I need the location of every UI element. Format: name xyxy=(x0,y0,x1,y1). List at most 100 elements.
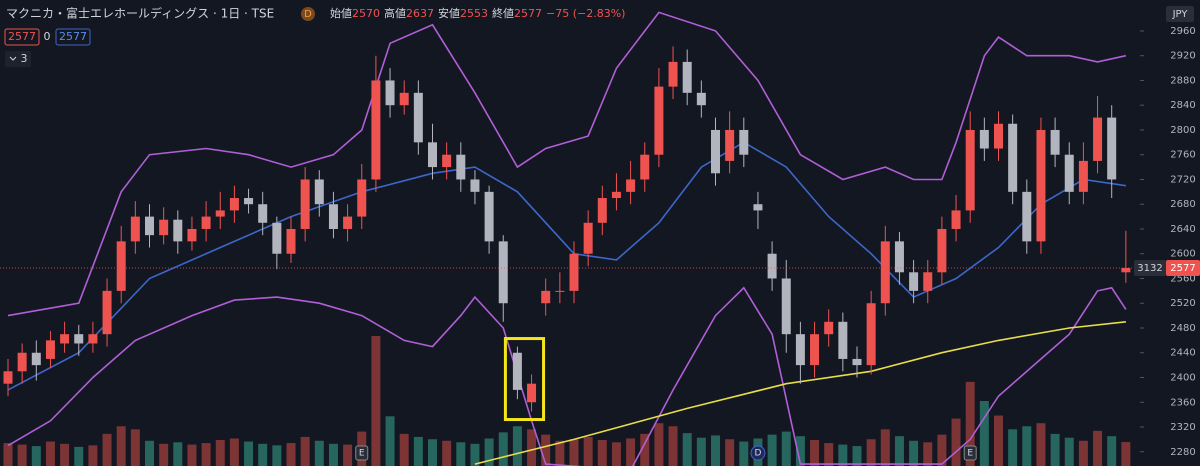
candle-body xyxy=(527,383,537,403)
volume-bar xyxy=(866,439,876,466)
volume-bar xyxy=(498,432,508,466)
volume-bar xyxy=(314,440,324,466)
event-marker xyxy=(963,445,977,461)
candle-body xyxy=(894,241,904,273)
volume-bar xyxy=(852,446,862,466)
ohlc: 始値2570 高値2637 安値2553 終値2577 −75 (−2.83%) xyxy=(330,6,625,20)
symbol[interactable]: マクニカ・富士エレホールディングス · 1日 · TSE xyxy=(6,6,274,21)
y-tick-label: 2960 xyxy=(1170,26,1195,37)
candle-body xyxy=(470,179,480,192)
candle-body xyxy=(187,228,197,242)
volume-bar xyxy=(626,438,636,466)
y-tick-label: 2560 xyxy=(1170,273,1195,284)
candle-body xyxy=(838,321,848,359)
volume-bar xyxy=(343,444,353,466)
change: −75 (−2.83%) xyxy=(546,7,625,20)
volume-bar xyxy=(173,442,183,466)
candle-body xyxy=(866,303,876,366)
lbl: 高値 xyxy=(384,6,406,20)
candle-body xyxy=(1121,267,1131,273)
currency-box[interactable] xyxy=(1166,6,1194,22)
candle-body xyxy=(371,80,381,180)
y-tick-label: 2760 xyxy=(1170,150,1195,161)
ind-value: 0 xyxy=(44,30,51,43)
volume-bar xyxy=(696,437,706,466)
candle-body xyxy=(300,179,310,229)
candle-body xyxy=(739,129,749,155)
val: 2570 xyxy=(352,7,380,20)
candle-body xyxy=(541,290,551,304)
candle-body xyxy=(258,204,268,223)
volume-bar xyxy=(795,436,805,466)
volume-bar xyxy=(767,434,777,466)
candle-body xyxy=(626,179,636,192)
y-tick-label: 2320 xyxy=(1170,422,1195,433)
volume-label: 3132 xyxy=(1137,263,1162,274)
candle-body xyxy=(413,92,423,143)
volume-bar xyxy=(668,426,678,466)
volume-bar xyxy=(994,415,1003,466)
badge: D xyxy=(304,9,312,20)
collapse-btn[interactable] xyxy=(5,51,31,67)
candle-body xyxy=(640,154,650,180)
candle-body xyxy=(498,241,508,304)
volume-bar xyxy=(244,441,254,466)
candle-body xyxy=(1008,123,1018,192)
volume-bar xyxy=(60,443,70,466)
candle-body xyxy=(385,80,395,106)
candle-body xyxy=(555,290,565,292)
candle-body xyxy=(17,352,27,372)
candle-body xyxy=(428,142,437,168)
y-tick-label: 2800 xyxy=(1170,125,1195,136)
volume-bar xyxy=(555,440,565,466)
axis: 2280 2320 2360 2400 2440 2480 2520 2560 2600 2640… xyxy=(1140,26,1196,458)
candle-body xyxy=(130,216,140,242)
lbl: 終値 xyxy=(492,6,514,20)
candle-body xyxy=(512,352,522,390)
candle-body xyxy=(74,334,84,344)
candle-body xyxy=(272,222,282,254)
volume-bar xyxy=(456,442,466,466)
volume-bar xyxy=(725,439,735,466)
volume-bar xyxy=(229,438,239,466)
event-marker xyxy=(750,445,766,461)
candle-body xyxy=(484,191,494,242)
volume-bar xyxy=(130,429,140,466)
volume-bar xyxy=(484,438,494,466)
y-tick-label: 2520 xyxy=(1170,298,1195,309)
candle-body xyxy=(696,92,706,106)
y-tick-label: 2840 xyxy=(1170,100,1195,111)
volume-bar xyxy=(583,436,593,466)
y-tick-label: 2720 xyxy=(1170,174,1195,185)
plot xyxy=(0,11,1140,466)
volume-bar xyxy=(979,401,989,466)
candle-body xyxy=(725,129,735,161)
volume-bar xyxy=(470,443,480,466)
candle-body xyxy=(314,179,324,205)
y-tick-label: 2880 xyxy=(1170,75,1195,86)
candle-body xyxy=(442,154,452,168)
candle-body xyxy=(611,191,621,199)
candle-body xyxy=(1107,117,1117,180)
volume-bar xyxy=(824,443,834,466)
candle-body xyxy=(810,334,820,366)
candle-body xyxy=(215,210,225,217)
candle-body xyxy=(328,204,338,229)
volume-bar xyxy=(413,436,423,466)
volume-bar xyxy=(159,443,169,466)
candle-body xyxy=(994,123,1003,149)
volume-bar xyxy=(810,440,820,466)
candle-body xyxy=(145,216,154,236)
volume-bar xyxy=(1078,440,1088,466)
volume-bar xyxy=(880,429,890,466)
candle-body xyxy=(909,272,919,291)
volume-bar xyxy=(31,446,41,466)
price-label-bg xyxy=(1166,259,1200,276)
candle-body xyxy=(654,86,664,155)
y-tick-label: 2440 xyxy=(1170,348,1195,359)
candle-body xyxy=(668,61,678,87)
candle-body xyxy=(357,179,367,217)
volume-bar xyxy=(1036,423,1046,466)
volume-bar xyxy=(116,426,126,466)
